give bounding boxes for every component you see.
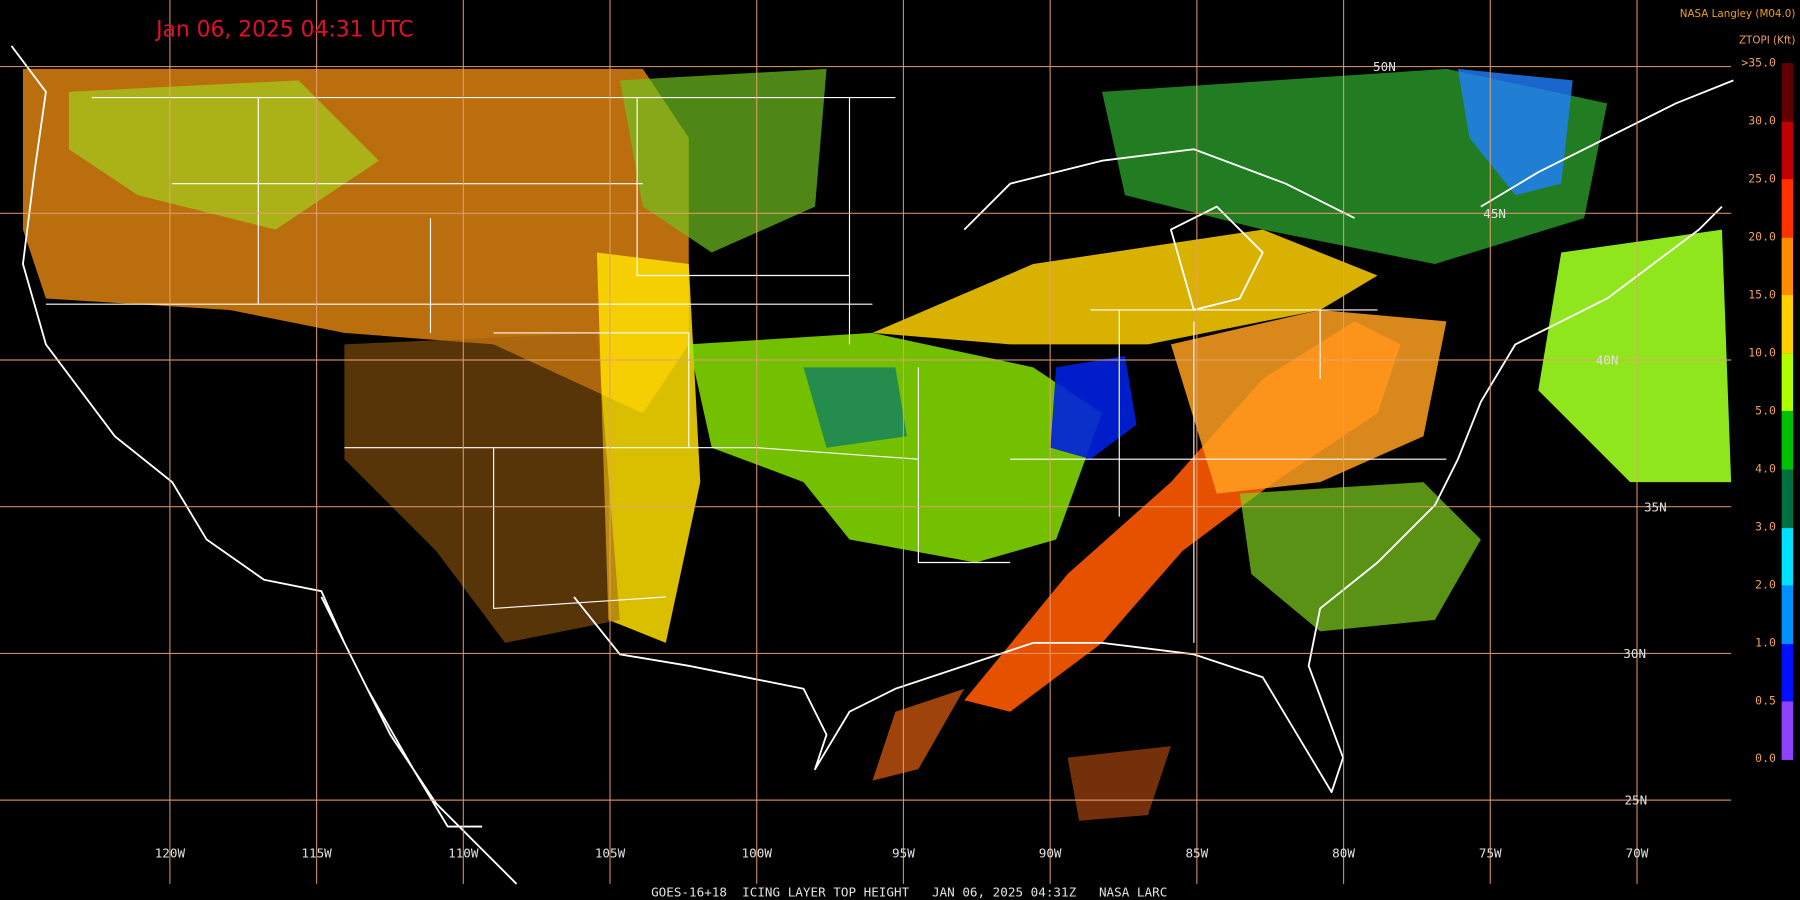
longitude-label: 115W: [301, 846, 332, 861]
credit: NASA Langley (M04.0): [1680, 8, 1796, 20]
latitude-label: 25N: [1624, 793, 1647, 808]
legend-label: 15.0: [1748, 287, 1776, 301]
latitude-label: 30N: [1623, 646, 1646, 661]
cloud-region: [1457, 68, 1573, 196]
legend-swatch: [1781, 353, 1794, 411]
legend-label: 3.0: [1755, 519, 1776, 533]
coastline: [10, 45, 1723, 885]
cloud-region: [344, 332, 620, 643]
lake-shore: [963, 79, 1734, 311]
footer: GOES-16+18 ICING LAYER TOP HEIGHT JAN 06…: [651, 885, 1167, 900]
cloud-region: [688, 332, 1103, 563]
state-lines: [45, 97, 1447, 643]
legend-label: 30.0: [1748, 114, 1776, 128]
legend-title: ZTOPI (Kft): [1739, 35, 1795, 47]
legend-swatch: [1781, 63, 1794, 122]
legend-label: 20.0: [1748, 229, 1776, 243]
latitude-label: 50N: [1373, 59, 1396, 74]
boundaries: [10, 45, 1734, 885]
legend-swatch: [1781, 701, 1794, 760]
legend-swatch: [1781, 121, 1794, 180]
latitude-label: 40N: [1596, 353, 1619, 368]
longitude-label: 95W: [892, 846, 915, 861]
legend-swatch: [1781, 469, 1794, 529]
legend-label: 4.0: [1755, 461, 1776, 475]
cloud-region: [1170, 309, 1447, 494]
graticule: 120W 115W 110W 105W 100W 95W 90W 85W 80W 75W 70W 50…: [0, 0, 1732, 884]
longitude-label: 90W: [1039, 846, 1062, 861]
legend-label: 1.0: [1755, 635, 1776, 649]
cloud-region: [1050, 355, 1137, 460]
latitude-label: 35N: [1644, 499, 1667, 514]
cloud-region: [803, 367, 907, 448]
latitude-label: 45N: [1483, 206, 1506, 221]
legend-label: 0.0: [1755, 751, 1776, 765]
legend-label: >35.0: [1741, 56, 1776, 70]
legend-label: 25.0: [1748, 172, 1776, 186]
longitude-label: 85W: [1185, 846, 1208, 861]
legend-swatch: [1781, 237, 1794, 296]
cloud-region: [68, 80, 379, 230]
legend-label: 2.0: [1755, 577, 1776, 591]
legend-swatch: [1781, 528, 1794, 586]
legend-label: 0.5: [1755, 693, 1776, 707]
legend-swatch: [1781, 295, 1794, 354]
legend-swatch: [1781, 410, 1794, 470]
timestamp-title: Jan 06, 2025 04:31 UTC: [154, 18, 413, 43]
legend-swatch: [1781, 644, 1794, 702]
longitude-label: 105W: [595, 846, 626, 861]
cloud-region: [619, 68, 827, 253]
longitude-label: 70W: [1626, 846, 1649, 861]
cloud-region: [872, 688, 965, 781]
cloud-region: [1067, 746, 1171, 821]
legend-swatch: [1781, 585, 1794, 645]
legend: >35.0 30.0 25.0 20.0 15.0 10.0 5.0 4.0 3.0 2.0 1.0…: [1741, 56, 1794, 765]
longitude-label: 110W: [448, 846, 479, 861]
longitude-label: 80W: [1332, 846, 1355, 861]
longitude-label: 75W: [1479, 846, 1502, 861]
cloud-region: [872, 229, 1378, 345]
legend-label: 10.0: [1748, 345, 1776, 359]
legend-label: 5.0: [1755, 403, 1776, 417]
longitude-label: 100W: [742, 846, 773, 861]
cloud-region: [1538, 229, 1732, 483]
longitude-label: 120W: [155, 846, 186, 861]
legend-swatch: [1781, 179, 1794, 238]
cloud-field: [22, 68, 1732, 821]
